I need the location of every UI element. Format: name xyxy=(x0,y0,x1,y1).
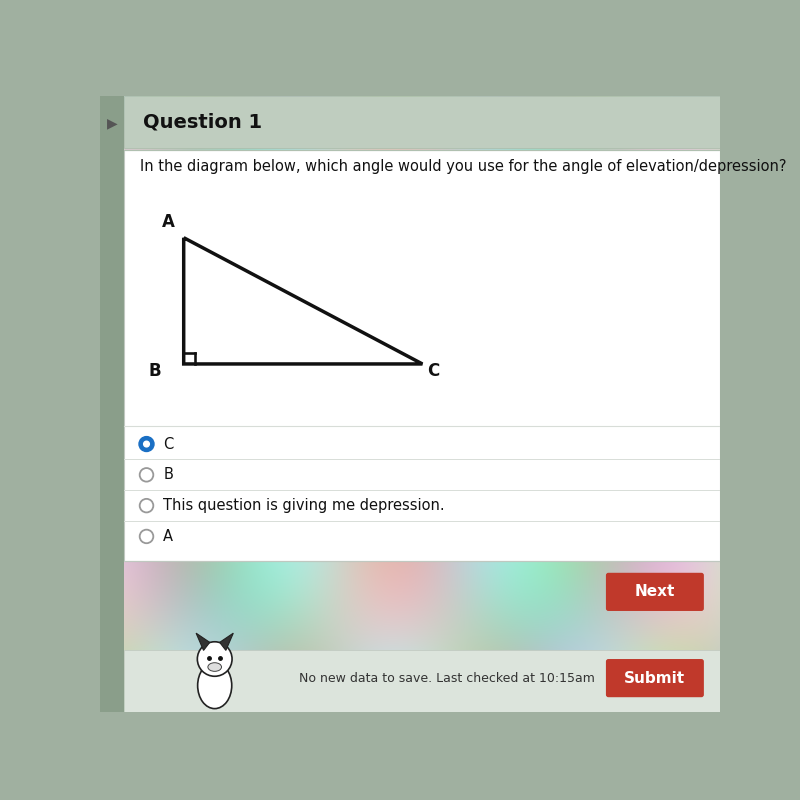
Bar xyxy=(100,96,123,712)
Ellipse shape xyxy=(208,662,222,671)
Text: B: B xyxy=(163,467,173,482)
Text: C: C xyxy=(427,362,439,380)
Text: C: C xyxy=(163,437,174,451)
Bar xyxy=(123,150,720,561)
Text: In the diagram below, which angle would you use for the angle of elevation/depre: In the diagram below, which angle would … xyxy=(140,159,786,174)
Text: No new data to save. Last checked at 10:15am: No new data to save. Last checked at 10:… xyxy=(299,672,595,685)
Text: This question is giving me depression.: This question is giving me depression. xyxy=(163,498,445,513)
Ellipse shape xyxy=(198,662,232,709)
Circle shape xyxy=(139,437,154,451)
FancyBboxPatch shape xyxy=(606,659,704,698)
Polygon shape xyxy=(220,633,234,650)
Text: Submit: Submit xyxy=(624,670,686,686)
Text: A: A xyxy=(162,214,174,231)
Text: B: B xyxy=(148,362,161,380)
Circle shape xyxy=(198,642,232,676)
Circle shape xyxy=(144,441,150,447)
Text: ▶: ▶ xyxy=(106,117,117,130)
FancyBboxPatch shape xyxy=(606,573,704,611)
Text: Next: Next xyxy=(634,584,675,599)
Bar xyxy=(123,650,720,712)
Polygon shape xyxy=(196,633,210,650)
Text: Question 1: Question 1 xyxy=(143,113,262,132)
Text: A: A xyxy=(163,529,174,544)
Bar xyxy=(123,96,720,148)
